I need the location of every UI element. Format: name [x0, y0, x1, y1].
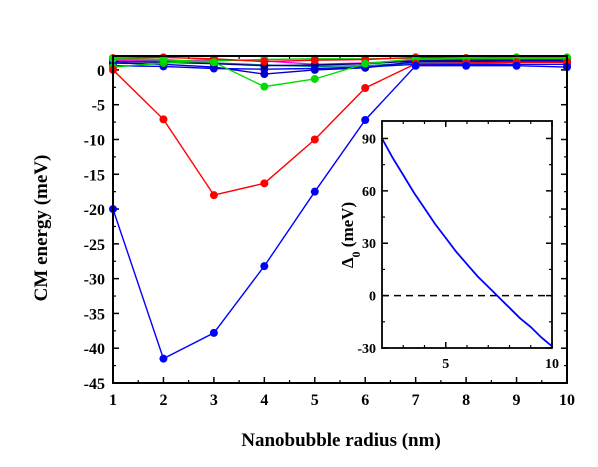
x-tick-label: 3	[210, 392, 218, 409]
x-tick-label: 8	[462, 392, 470, 409]
data-point	[310, 135, 319, 144]
data-point	[310, 187, 319, 196]
data-point	[310, 56, 319, 65]
data-point	[462, 61, 471, 70]
data-point	[310, 65, 319, 74]
y-tick-label: -5	[92, 98, 105, 115]
y-tick-label: -20	[84, 202, 105, 219]
inset-y-label-unit: (meV)	[338, 202, 357, 252]
series-line	[112, 63, 567, 70]
data-point	[361, 59, 370, 68]
inset-y-tick-label: -30	[357, 342, 376, 357]
inset-background	[382, 121, 552, 348]
inset-y-tick-label: 60	[362, 185, 376, 200]
inset-y-axis-label: Δ0 (meV)	[338, 202, 363, 268]
inset-frame	[381, 120, 553, 349]
y-tick-label: -40	[84, 341, 105, 358]
x-tick-label: 7	[412, 392, 420, 409]
y-axis-label: CM energy (meV)	[31, 155, 52, 302]
inset-y-label-main: Δ	[338, 257, 357, 268]
y-tick-label: -10	[84, 132, 105, 149]
y-tick-label: -25	[84, 237, 105, 254]
series-line	[112, 64, 568, 360]
data-point	[159, 55, 168, 64]
data-point	[310, 74, 319, 83]
data-point	[512, 61, 521, 70]
data-point	[209, 328, 218, 337]
data-point	[260, 82, 269, 91]
inset-y-tick-label: 0	[369, 290, 376, 305]
x-tick-label: 5	[311, 392, 319, 409]
series-line	[112, 60, 567, 75]
data-point	[159, 354, 168, 363]
data-point	[260, 179, 269, 188]
x-tick-label: 2	[159, 392, 167, 409]
inset-y-tick-label: 30	[362, 237, 376, 252]
y-tick-label: -45	[84, 376, 105, 393]
data-point	[260, 57, 269, 66]
inset-y-label-sub: 0	[349, 251, 363, 257]
x-tick-label: 6	[361, 392, 369, 409]
data-point	[361, 84, 370, 93]
inset-x-tick-label: 5	[442, 357, 449, 372]
inset-series-line	[381, 138, 553, 347]
series-line	[112, 58, 567, 88]
inset-plot: 5 10 90 60 30 0 -30	[357, 120, 559, 372]
x-tick-label: 4	[260, 392, 268, 409]
series-line	[112, 61, 567, 196]
y-tick-label: -15	[84, 167, 105, 184]
x-tick-label: 9	[513, 392, 521, 409]
inset-y-tick-label: 90	[362, 132, 376, 147]
main-plot: 1 2 3 4 5 6 7 8 9 10 0 -5 -10 -15 -20 -25 -30 -35 -40 -45	[84, 53, 575, 409]
data-point	[361, 116, 370, 125]
plot-frame	[112, 55, 568, 384]
y-tick-label: -30	[84, 272, 105, 289]
x-tick-label: 1	[109, 392, 117, 409]
data-point	[209, 191, 218, 200]
data-point	[260, 262, 269, 271]
x-tick-label: 10	[559, 392, 575, 409]
data-point	[411, 61, 420, 70]
x-axis-label: Nanobubble radius (nm)	[241, 430, 441, 451]
data-point	[260, 70, 269, 79]
data-point	[209, 58, 218, 67]
data-point	[159, 115, 168, 124]
y-tick-label: 0	[97, 63, 105, 80]
y-tick-label: -35	[84, 306, 105, 323]
series-line	[112, 59, 567, 67]
inset-x-tick-label: 10	[545, 357, 559, 372]
